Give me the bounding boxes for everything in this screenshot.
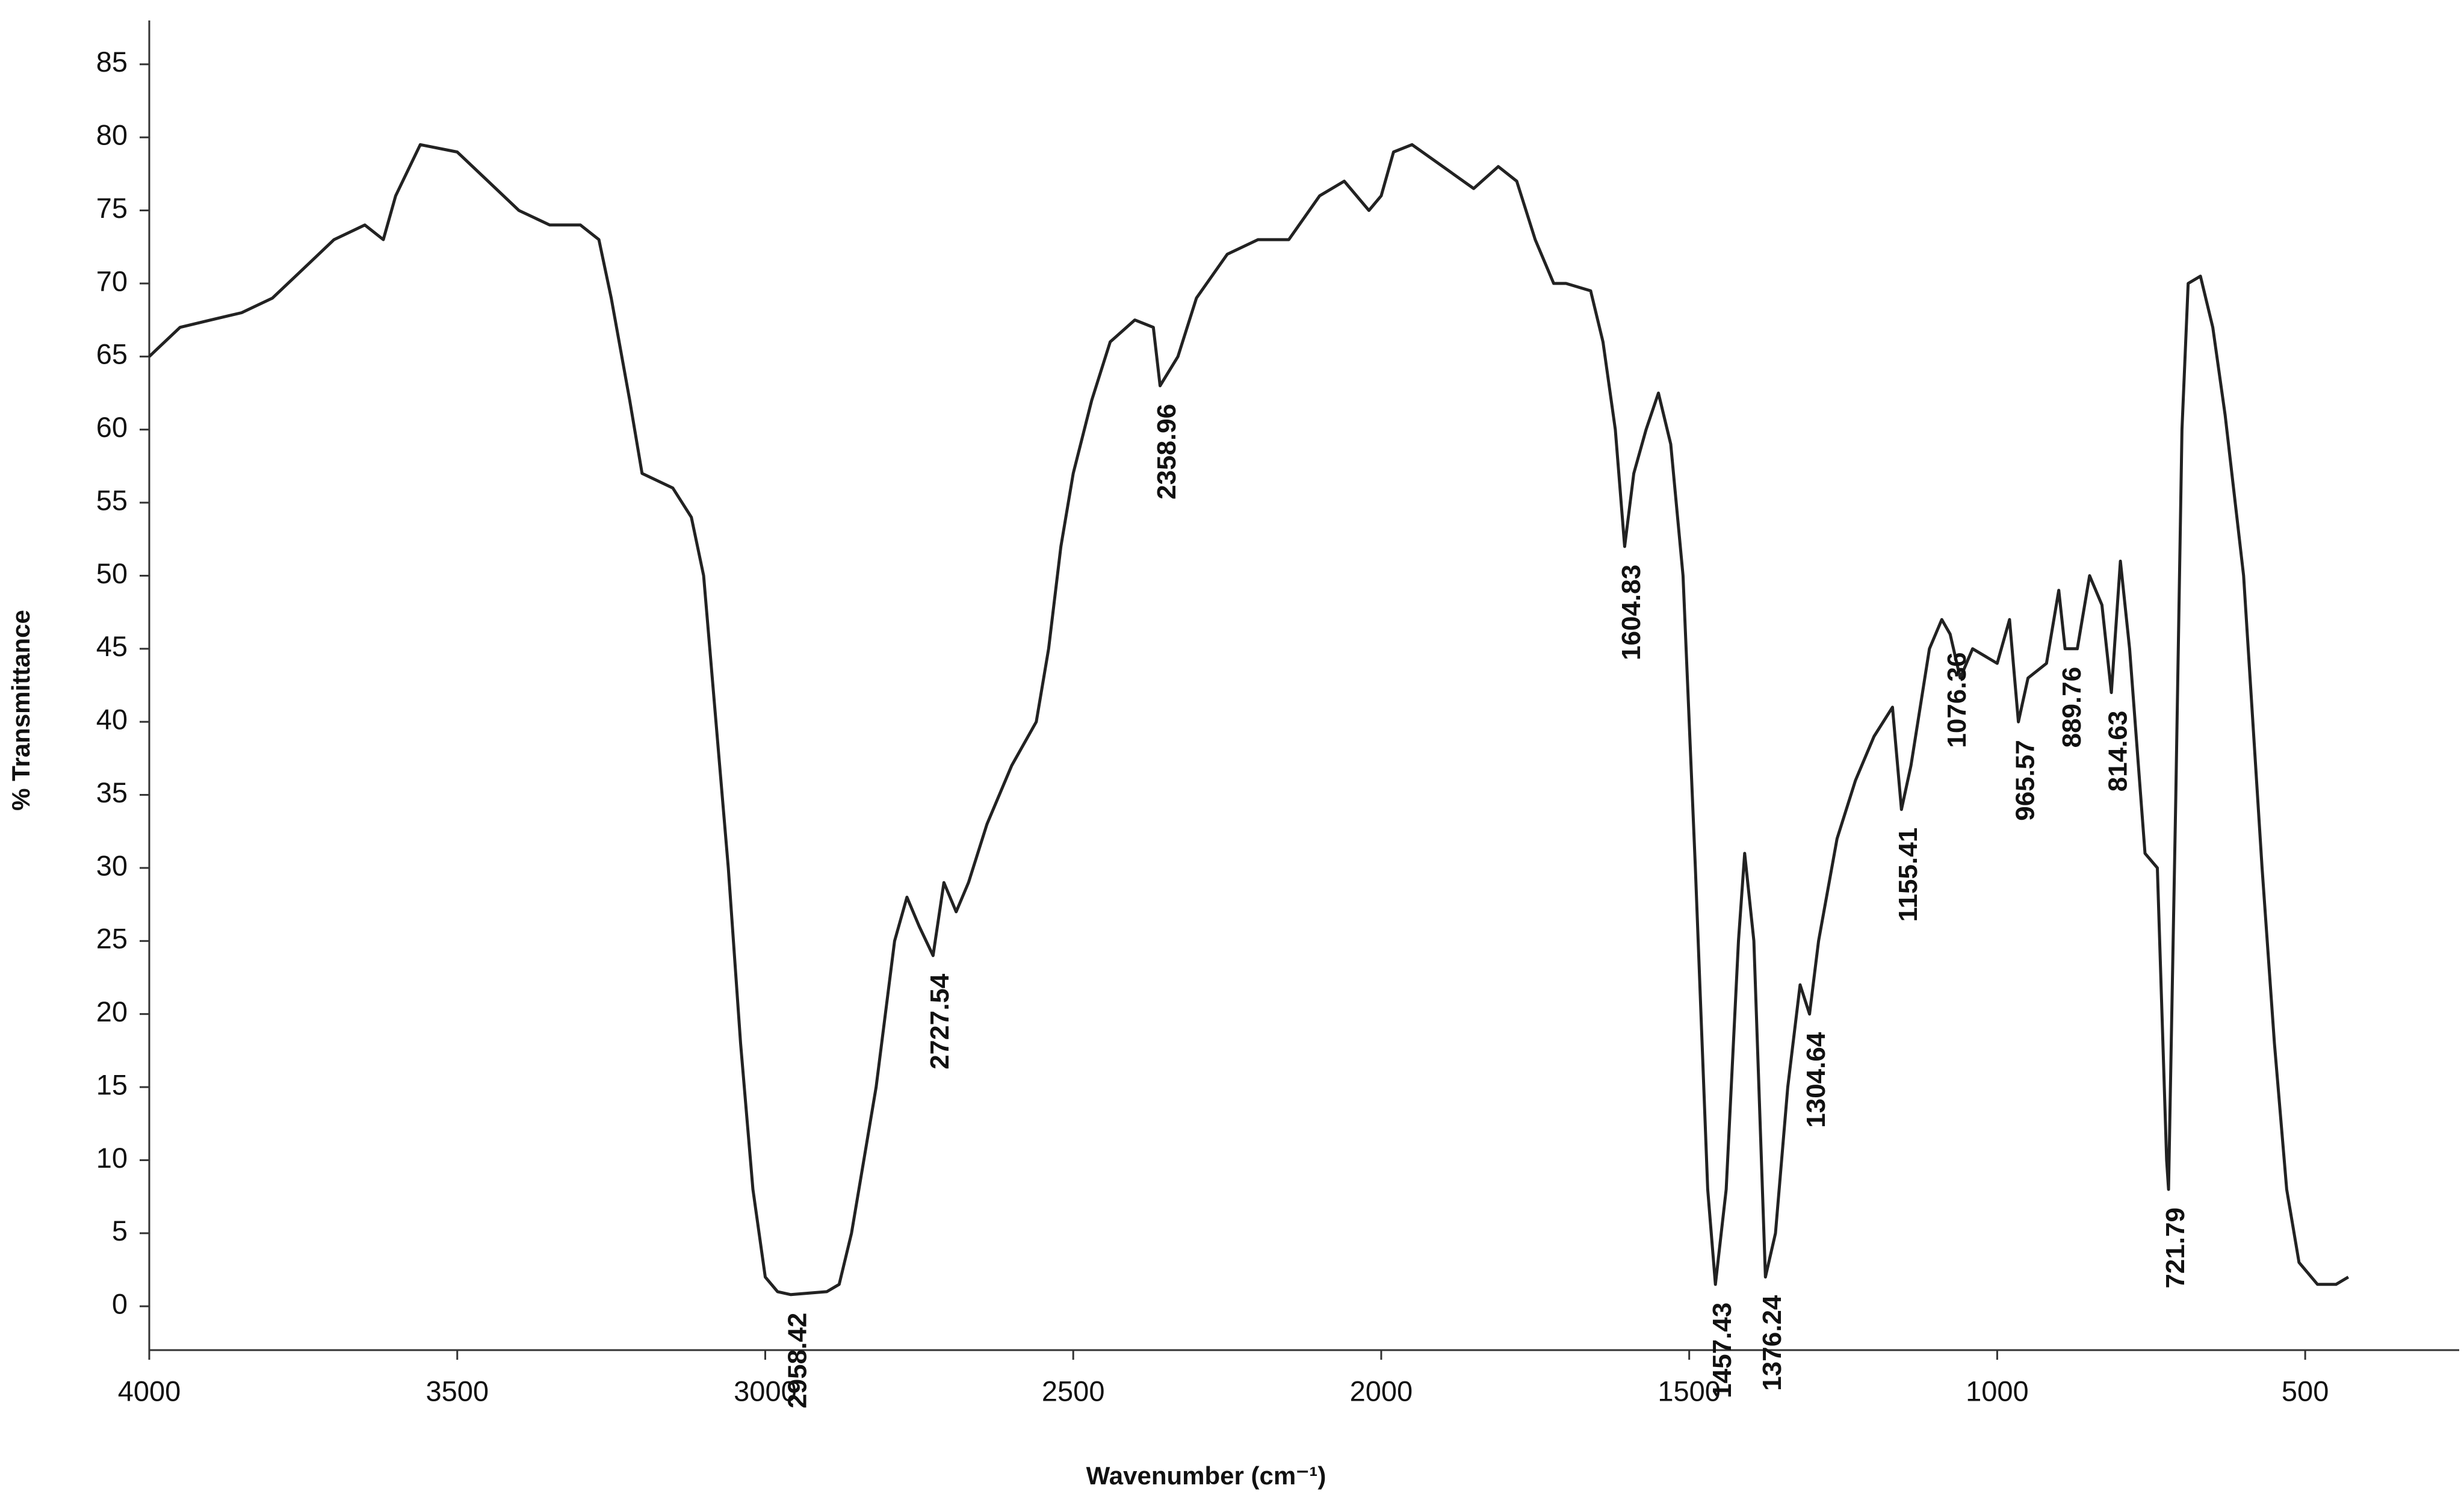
peak-label: 1604.83 [1617, 565, 1646, 660]
y-tick-label: 0 [112, 1288, 128, 1320]
x-tick-label: 2000 [1350, 1375, 1413, 1407]
y-tick-label: 45 [96, 630, 128, 662]
peak-label: 1376.24 [1757, 1295, 1787, 1391]
y-tick-label: 65 [96, 338, 128, 370]
spectrum-line [148, 143, 2350, 1297]
y-tick-label: 55 [96, 484, 128, 516]
x-tick-label: 3500 [426, 1375, 489, 1407]
x-tick-label: 4000 [118, 1375, 181, 1407]
x-tick-label: 500 [2282, 1375, 2329, 1407]
x-tick-label: 3000 [734, 1375, 797, 1407]
peak-label: 2358.96 [1152, 404, 1181, 500]
x-tick-label: 1500 [1658, 1375, 1721, 1407]
peak-label: 721.79 [2161, 1207, 2190, 1289]
peak-label: 2727.54 [925, 973, 955, 1070]
y-tick-label: 35 [96, 776, 128, 808]
y-tick-label: 20 [96, 996, 128, 1027]
y-tick-label: 80 [96, 119, 128, 151]
x-tick-label: 2500 [1042, 1375, 1105, 1407]
y-tick-label: 60 [96, 411, 128, 443]
x-tick-label: 1000 [1966, 1375, 2029, 1407]
y-tick-label: 10 [96, 1142, 128, 1174]
y-tick-label: 15 [96, 1068, 128, 1100]
y-tick-label: 85 [96, 46, 128, 78]
y-tick-label: 75 [96, 192, 128, 224]
peak-label: 965.57 [2010, 740, 2040, 821]
y-tick-label: 30 [96, 849, 128, 881]
peak-label: 889.76 [2057, 667, 2087, 748]
x-axis-title: Wavenumber (cm⁻¹) [1086, 1461, 1326, 1490]
peak-label: 1076.36 [1942, 652, 1972, 748]
y-tick-label: 25 [96, 923, 128, 955]
y-tick-label: 50 [96, 557, 128, 589]
peak-label: 1304.64 [1801, 1032, 1831, 1128]
peak-label: 1155.41 [1893, 828, 1923, 922]
y-axis-title: % Transmittance [7, 610, 35, 811]
peak-label: 814.63 [2103, 711, 2133, 792]
y-tick-label: 40 [96, 704, 128, 736]
peak-label: 2958.42 [783, 1313, 813, 1408]
peak-label: 1457.43 [1707, 1303, 1737, 1398]
y-tick-label: 5 [112, 1215, 128, 1247]
y-tick-label: 70 [96, 265, 128, 297]
